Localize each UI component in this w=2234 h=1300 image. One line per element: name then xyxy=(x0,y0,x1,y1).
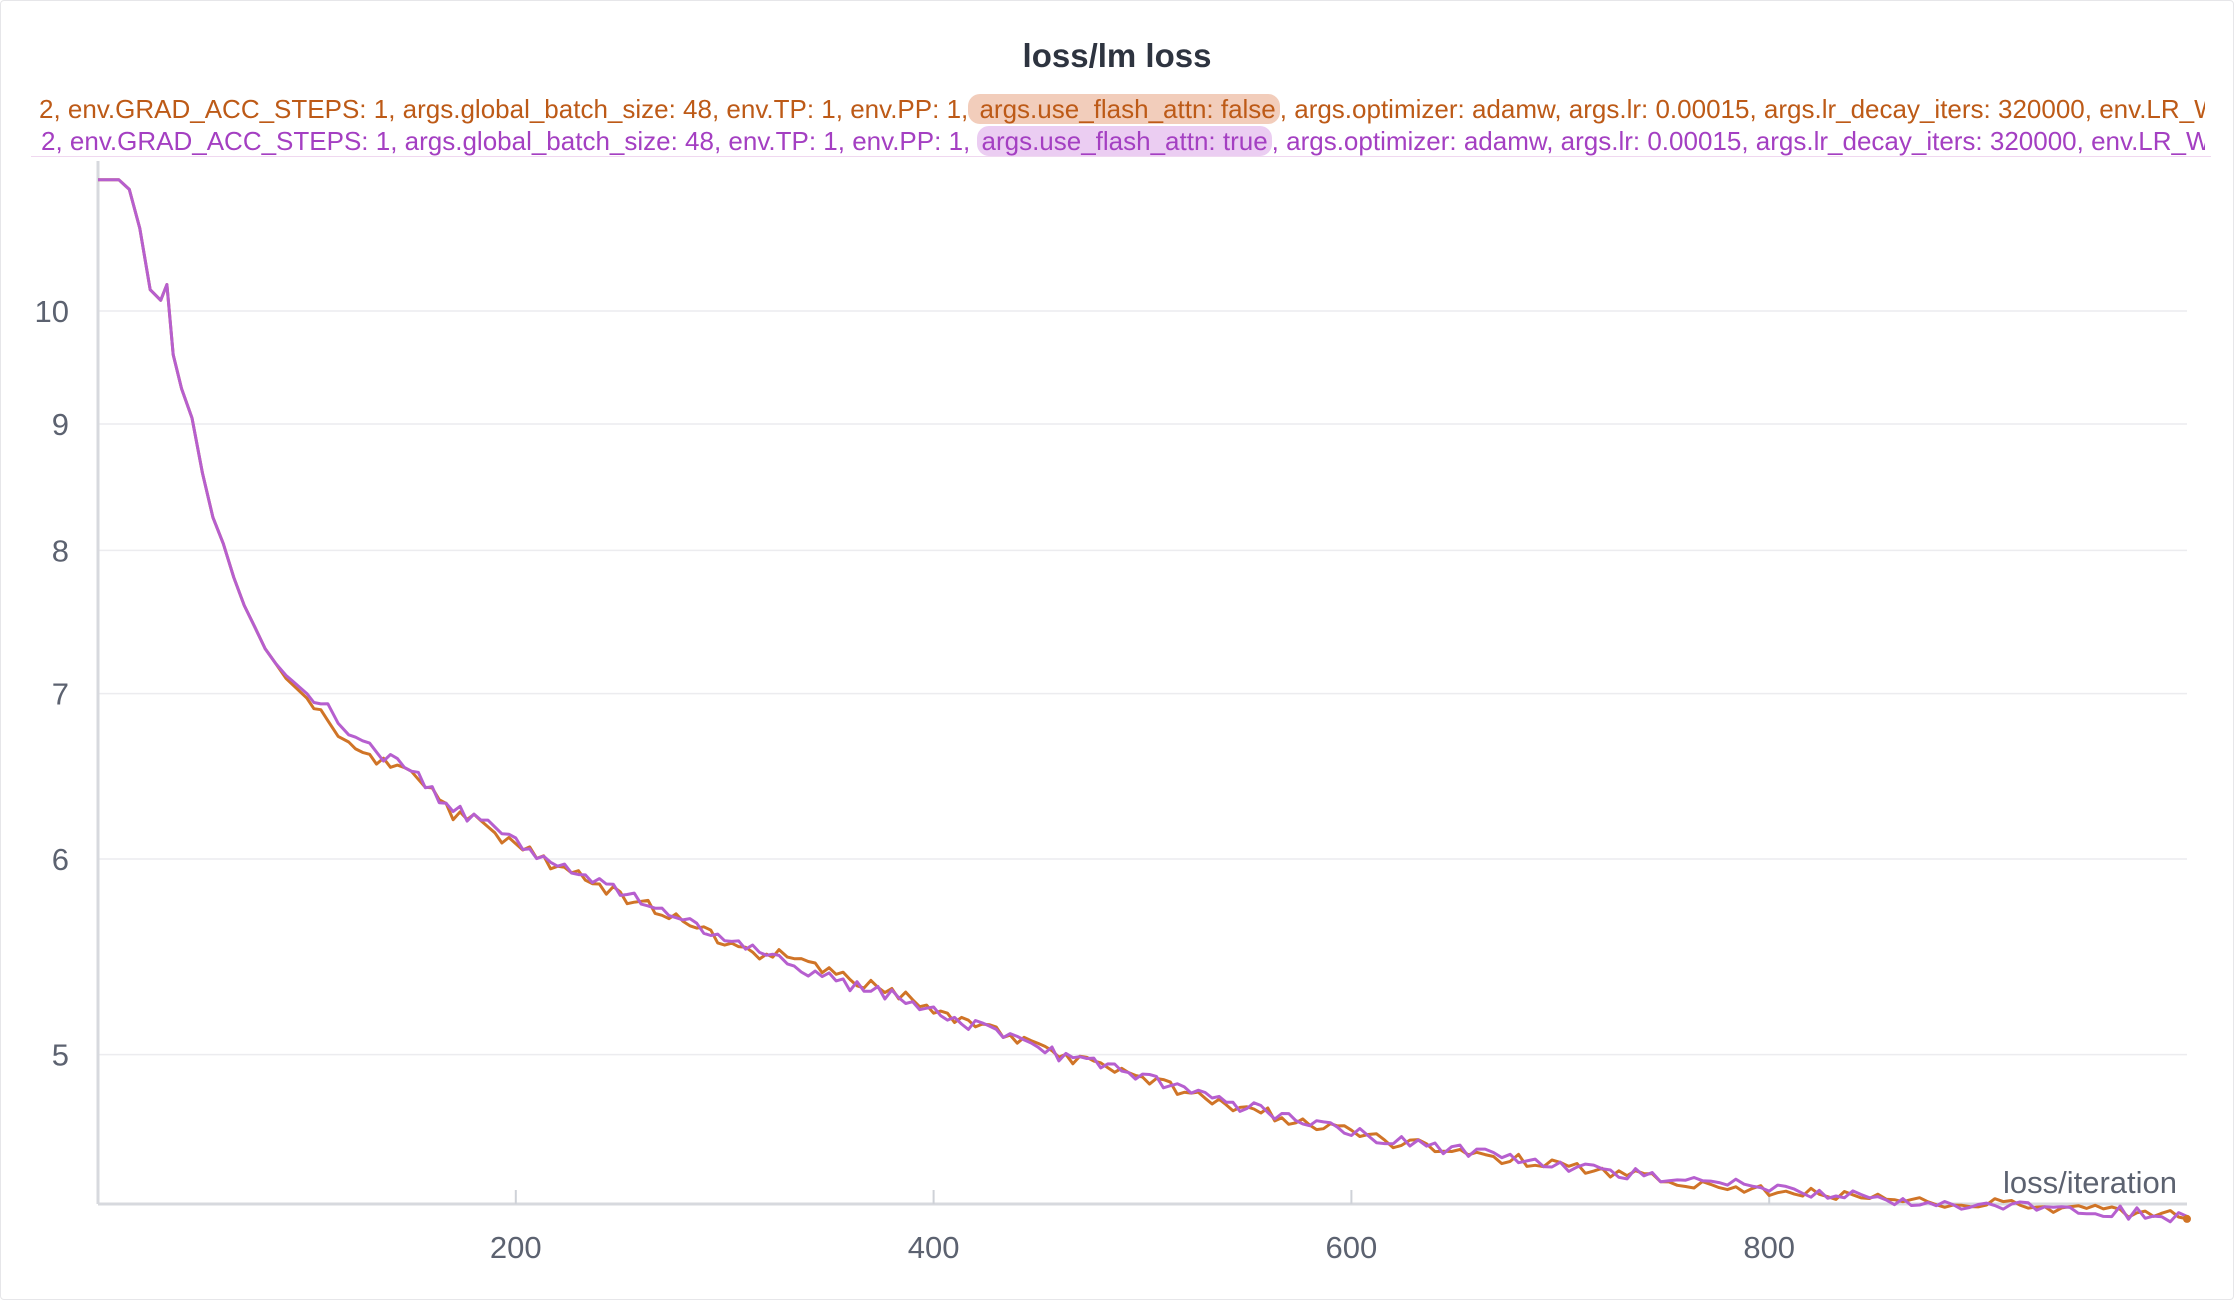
gridlines xyxy=(98,310,2187,1056)
y-tick-label: 7 xyxy=(52,677,69,712)
legend-text-suffix: , args.optimizer: adamw, args.lr: 0.0001… xyxy=(1279,94,2205,124)
legend-highlight: args.use_flash_attn: false xyxy=(968,94,1280,124)
x-axis-title: loss/iteration xyxy=(2003,1165,2177,1200)
axes xyxy=(96,161,2187,1206)
legend-row-flash-false[interactable]: 2, env.GRAD_ACC_STEPS: 1, args.global_ba… xyxy=(1,89,2205,129)
legend-text-suffix: , args.optimizer: adamw, args.lr: 0.0001… xyxy=(1271,126,2205,156)
y-tick-label: 9 xyxy=(52,407,69,442)
tick-labels: 5 6 7 8 9 10 200 400 600 800 xyxy=(35,294,1796,1265)
y-tick-label: 6 xyxy=(52,842,69,877)
x-tick-label: 600 xyxy=(1326,1230,1378,1265)
x-tick-label: 800 xyxy=(1743,1230,1795,1265)
legend-row-flash-true[interactable]: 2, env.GRAD_ACC_STEPS: 1, args.global_ba… xyxy=(1,121,2205,161)
series-lines xyxy=(98,178,2191,1224)
x-tick-label: 400 xyxy=(908,1230,960,1265)
chart-title: loss/lm loss xyxy=(1022,37,1212,74)
legend-highlight: args.use_flash_attn: true xyxy=(977,126,1272,156)
x-tick-label: 200 xyxy=(490,1230,542,1265)
y-tick-label: 8 xyxy=(52,533,69,568)
y-tick-label: 10 xyxy=(35,294,69,329)
y-tick-label: 5 xyxy=(52,1038,69,1073)
series-end-marker xyxy=(2183,1214,2191,1223)
legend-divider xyxy=(31,156,2211,157)
series-line-flash-attn-true[interactable] xyxy=(98,178,2188,1224)
legend-text-prefix: 2, env.GRAD_ACC_STEPS: 1, args.global_ba… xyxy=(39,94,969,124)
series-line-flash-attn-false[interactable] xyxy=(98,178,2188,1221)
legend-text-prefix: 2, env.GRAD_ACC_STEPS: 1, args.global_ba… xyxy=(41,126,978,156)
